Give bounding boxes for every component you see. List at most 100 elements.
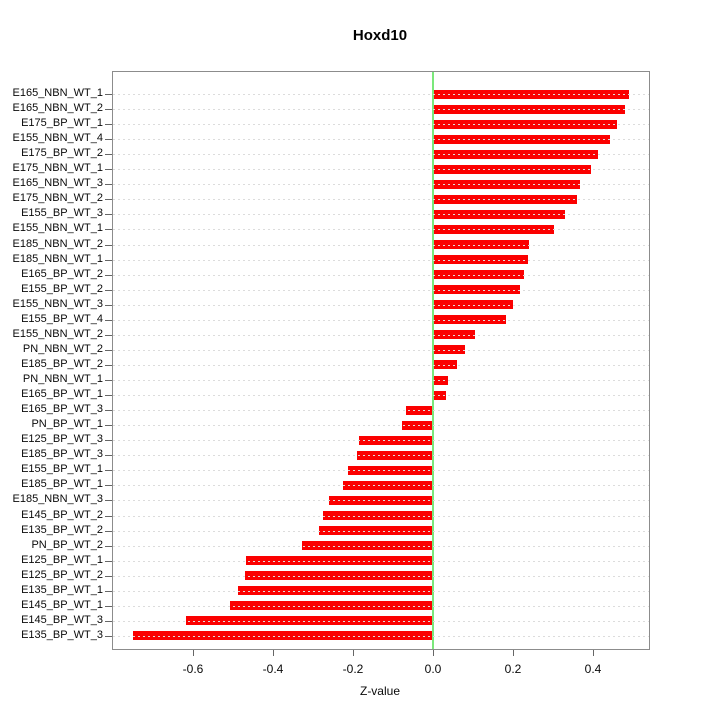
gridline	[113, 560, 649, 562]
y-axis-label: E145_BP_WT_1	[21, 598, 103, 611]
y-axis-label: E185_NBN_WT_2	[12, 237, 104, 250]
x-axis-tick-label: 0.4	[584, 662, 602, 676]
gridline	[113, 154, 649, 156]
y-axis-label: E185_NBN_WT_1	[12, 252, 104, 265]
y-axis-label: E175_NBN_WT_2	[12, 192, 104, 205]
y-axis-tick	[105, 440, 112, 442]
y-axis-label: E155_NBN_WT_1	[12, 222, 104, 235]
y-axis-tick	[105, 455, 112, 457]
x-axis-tick	[353, 650, 354, 656]
y-axis-tick	[105, 515, 112, 517]
gridline	[113, 94, 649, 95]
zero-reference-line	[432, 72, 434, 649]
gridline	[113, 500, 649, 502]
gridline	[113, 440, 649, 442]
gridline	[113, 169, 649, 171]
gridline	[113, 515, 649, 517]
y-axis-tick	[105, 244, 112, 246]
y-axis-label: E145_BP_WT_2	[21, 508, 103, 521]
y-axis-tick	[105, 575, 112, 577]
y-axis-tick	[105, 139, 112, 141]
y-axis-label: E155_NBN_WT_4	[12, 132, 104, 145]
gridline	[113, 139, 649, 141]
gridline	[113, 620, 649, 622]
gridline	[113, 289, 649, 291]
x-axis-tick	[273, 650, 274, 656]
gridline	[113, 214, 649, 216]
x-axis-tick	[433, 650, 434, 656]
y-axis-label: E165_NBN_WT_2	[12, 102, 104, 115]
y-axis-label: E155_NBN_WT_3	[12, 297, 104, 310]
y-axis-tick	[105, 635, 112, 637]
y-axis-label: E185_BP_WT_3	[21, 448, 103, 461]
y-axis-label: E155_BP_WT_2	[21, 282, 103, 295]
y-axis-tick	[105, 500, 112, 502]
y-axis-tick	[105, 380, 112, 382]
y-axis-tick	[105, 274, 112, 276]
y-axis-tick	[105, 364, 112, 366]
y-axis-tick	[105, 334, 112, 336]
gridline	[113, 319, 649, 321]
gridline	[113, 184, 649, 186]
gridline	[113, 395, 649, 397]
gridline	[113, 124, 649, 126]
y-axis-tick	[105, 169, 112, 171]
gridline	[113, 605, 649, 607]
y-axis-label: E155_NBN_WT_2	[12, 327, 104, 340]
y-axis-label: E175_BP_WT_1	[21, 117, 103, 130]
y-axis-tick	[105, 109, 112, 111]
y-axis-tick	[105, 319, 112, 321]
y-axis-tick	[105, 124, 112, 126]
y-axis-tick	[105, 94, 112, 95]
y-axis-label: E155_BP_WT_4	[21, 312, 103, 325]
plot-area	[112, 71, 650, 650]
gridline	[113, 635, 649, 637]
y-axis-label: E155_BP_WT_3	[21, 207, 103, 220]
y-axis-tick	[105, 289, 112, 291]
x-axis-tick-label: 0.0	[424, 662, 442, 676]
gridline	[113, 410, 649, 412]
y-axis-label: E165_BP_WT_3	[21, 403, 103, 416]
chart-title: Hoxd10	[352, 27, 408, 44]
y-axis-label: PN_BP_WT_2	[31, 538, 103, 551]
y-axis-label: E145_BP_WT_3	[21, 613, 103, 626]
y-axis-tick	[105, 229, 112, 231]
y-axis-tick	[105, 425, 112, 427]
y-axis-label: PN_BP_WT_1	[31, 418, 103, 431]
y-axis-label: E155_BP_WT_1	[21, 463, 103, 476]
gridline	[113, 530, 649, 532]
gridline	[113, 349, 649, 351]
y-axis-tick	[105, 530, 112, 532]
x-axis-tick-label: 0.2	[504, 662, 522, 676]
y-axis-label: E185_BP_WT_1	[21, 478, 103, 491]
y-axis-label: E185_NBN_WT_3	[12, 493, 104, 506]
x-axis-tick	[193, 650, 194, 656]
y-axis-tick	[105, 470, 112, 472]
x-axis-title: Z-value	[359, 684, 400, 698]
y-axis-label: E175_NBN_WT_1	[12, 162, 104, 175]
y-axis-label: E165_NBN_WT_3	[12, 177, 104, 190]
y-axis-label: E125_BP_WT_1	[21, 553, 103, 566]
gridline	[113, 575, 649, 577]
gridline	[113, 545, 649, 547]
gridline	[113, 380, 649, 382]
gridline	[113, 455, 649, 457]
y-axis-tick	[105, 485, 112, 487]
y-axis-label: E185_BP_WT_2	[21, 357, 103, 370]
gridline	[113, 470, 649, 472]
y-axis-tick	[105, 605, 112, 607]
y-axis-tick	[105, 410, 112, 412]
y-axis-tick	[105, 620, 112, 622]
gridline	[113, 274, 649, 276]
y-axis-tick	[105, 259, 112, 261]
y-axis-label: PN_NBN_WT_1	[22, 373, 103, 386]
gridline	[113, 199, 649, 201]
gridline	[113, 244, 649, 246]
y-axis-label: E175_BP_WT_2	[21, 147, 103, 160]
y-axis-label: E165_BP_WT_2	[21, 267, 103, 280]
y-axis-tick	[105, 154, 112, 156]
y-axis-tick	[105, 545, 112, 547]
x-axis-tick-label: -0.6	[182, 662, 204, 676]
x-axis-tick-label: -0.2	[342, 662, 364, 676]
